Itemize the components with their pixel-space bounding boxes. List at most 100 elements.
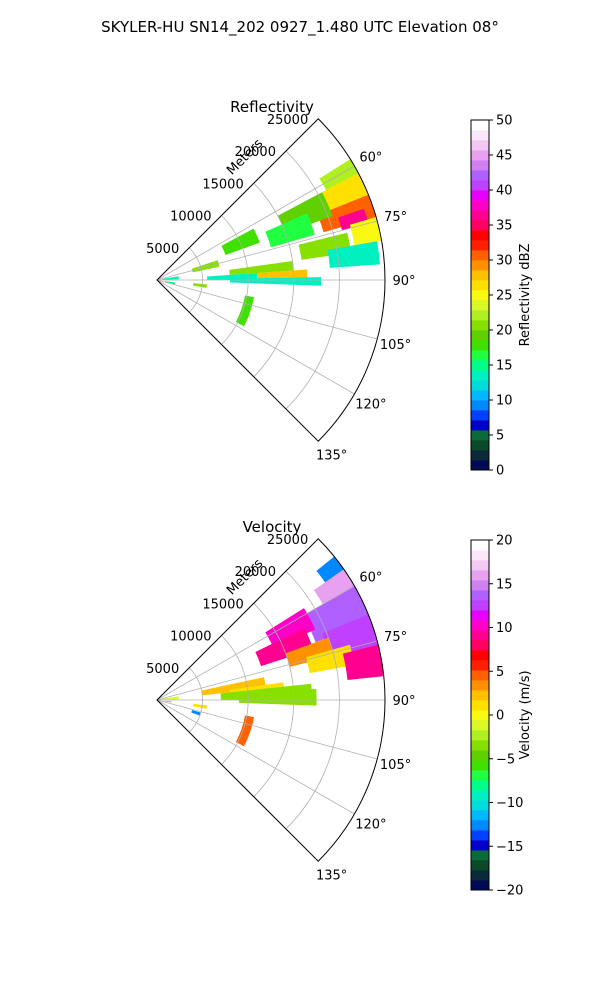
colorbar-segment — [471, 710, 489, 721]
colorbar-segment — [471, 640, 489, 651]
velocity-ppi-plot: 5000 10000 15000 20000 25000 60° 75° 90° 105° 120… — [146, 533, 415, 884]
range-tick-label: 10000 — [170, 210, 211, 225]
colorbar-tick-label: 10 — [496, 621, 513, 636]
range-tick-label: 20000 — [235, 565, 276, 580]
reflectivity-title: Reflectivity — [230, 98, 314, 116]
echo-cell — [349, 217, 382, 246]
echo-cell — [192, 703, 207, 709]
range-tick-label: 25000 — [267, 113, 308, 128]
azimuth-spoke — [156, 220, 378, 281]
colorbar-tick-label: 30 — [496, 254, 513, 269]
azimuth-spoke — [156, 165, 355, 281]
colorbar-segment — [471, 130, 489, 141]
echo-cell — [235, 715, 254, 747]
colorbar-tick-label: 0 — [496, 709, 504, 724]
range-tick-label: 25000 — [267, 533, 308, 548]
colorbar-segment — [471, 550, 489, 561]
echo-cell — [303, 586, 372, 643]
colorbar-tick-label: 5 — [496, 429, 504, 444]
colorbar-segment — [471, 750, 489, 761]
azimuth-tick-label: 90° — [392, 274, 415, 289]
azimuth-spoke — [156, 699, 355, 815]
azimuth-tick-label: 75° — [384, 630, 407, 645]
colorbar-tick-label: 35 — [496, 219, 513, 234]
colorbar-segment — [471, 650, 489, 661]
colorbar-segment — [471, 790, 489, 801]
azimuth-tick-label: 135° — [316, 449, 347, 464]
echo-cell — [265, 608, 316, 649]
colorbar-tick-label: 15 — [496, 577, 513, 592]
colorbar-segment — [471, 300, 489, 311]
colorbar-segment — [471, 190, 489, 201]
colorbar-segment — [471, 770, 489, 781]
colorbar-segment — [471, 160, 489, 171]
echo-cell — [319, 159, 362, 197]
colorbar-segment — [471, 880, 489, 891]
azimuth-tick-label: 120° — [355, 398, 386, 413]
colorbar-tick-label: 50 — [496, 114, 513, 129]
range-tick-label: 20000 — [235, 145, 276, 160]
colorbar-segment — [471, 350, 489, 361]
colorbar-segment — [471, 760, 489, 771]
azimuth-spoke — [156, 640, 378, 701]
colorbar-segment — [471, 630, 489, 641]
colorbar-tick-label: 25 — [496, 289, 513, 304]
colorbar-segment — [471, 460, 489, 471]
colorbar-label: Velocity (m/s) — [518, 670, 533, 759]
azimuth-spoke — [156, 699, 378, 760]
colorbar-segment — [471, 780, 489, 791]
echo-cell — [235, 295, 254, 327]
echo-cell — [164, 700, 172, 703]
colorbar-segment — [471, 820, 489, 831]
colorbar-segment — [471, 620, 489, 631]
colorbar-segment — [471, 610, 489, 621]
echo-cell — [207, 273, 258, 280]
echo-cell — [229, 260, 294, 275]
colorbar-segment — [471, 700, 489, 711]
echo-cell — [162, 276, 179, 280]
colorbar-segment — [471, 150, 489, 161]
echo-cell — [342, 644, 384, 680]
colorbar-segment — [471, 600, 489, 611]
colorbar-tick-label: 10 — [496, 394, 513, 409]
echo-cell — [229, 277, 322, 286]
colorbar-segment — [471, 850, 489, 861]
azimuth-tick-label: 75° — [384, 210, 407, 225]
colorbar-segment — [471, 560, 489, 571]
azimuth-spoke — [156, 279, 355, 395]
colorbar-label: Reflectivity dBZ — [518, 244, 533, 347]
echo-cell — [327, 241, 380, 268]
velocity-panel: Velocity 5000 10000 15000 20000 25000 60° 75° 9… — [146, 518, 533, 899]
colorbar-segment — [471, 810, 489, 821]
echo-cell — [221, 228, 260, 256]
colorbar-segment — [471, 860, 489, 871]
colorbar-tick-label: 45 — [496, 149, 513, 164]
echo-cell — [191, 260, 220, 273]
colorbar-segment — [471, 580, 489, 591]
colorbar-segment — [471, 210, 489, 221]
colorbar-segment — [471, 270, 489, 281]
colorbar-tick-label: 15 — [496, 359, 513, 374]
colorbar-segment — [471, 590, 489, 601]
colorbar-segment — [471, 440, 489, 451]
reflectivity-panel: Reflectivity 5000 10000 15000 20000 25000 60°… — [146, 98, 533, 479]
echo-cell — [317, 194, 377, 233]
echo-cell — [193, 283, 207, 288]
colorbar-tick-label: −5 — [496, 752, 515, 767]
colorbar-segment — [471, 170, 489, 181]
colorbar-segment — [471, 830, 489, 841]
echo-cell — [257, 269, 308, 279]
colorbar-segment — [471, 120, 489, 131]
colorbar-segment — [471, 720, 489, 731]
range-tick-label: 15000 — [202, 177, 243, 192]
colorbar-segment — [471, 660, 489, 671]
colorbar-segment — [471, 430, 489, 441]
azimuth-spoke — [156, 585, 355, 701]
echo-cell — [164, 281, 176, 285]
echo-cell — [285, 637, 334, 667]
colorbar-segment — [471, 680, 489, 691]
colorbar-tick-label: 20 — [496, 534, 513, 549]
colorbar-segment — [471, 380, 489, 391]
colorbar-tick-label: −10 — [496, 796, 523, 811]
colorbar-segment — [471, 570, 489, 581]
